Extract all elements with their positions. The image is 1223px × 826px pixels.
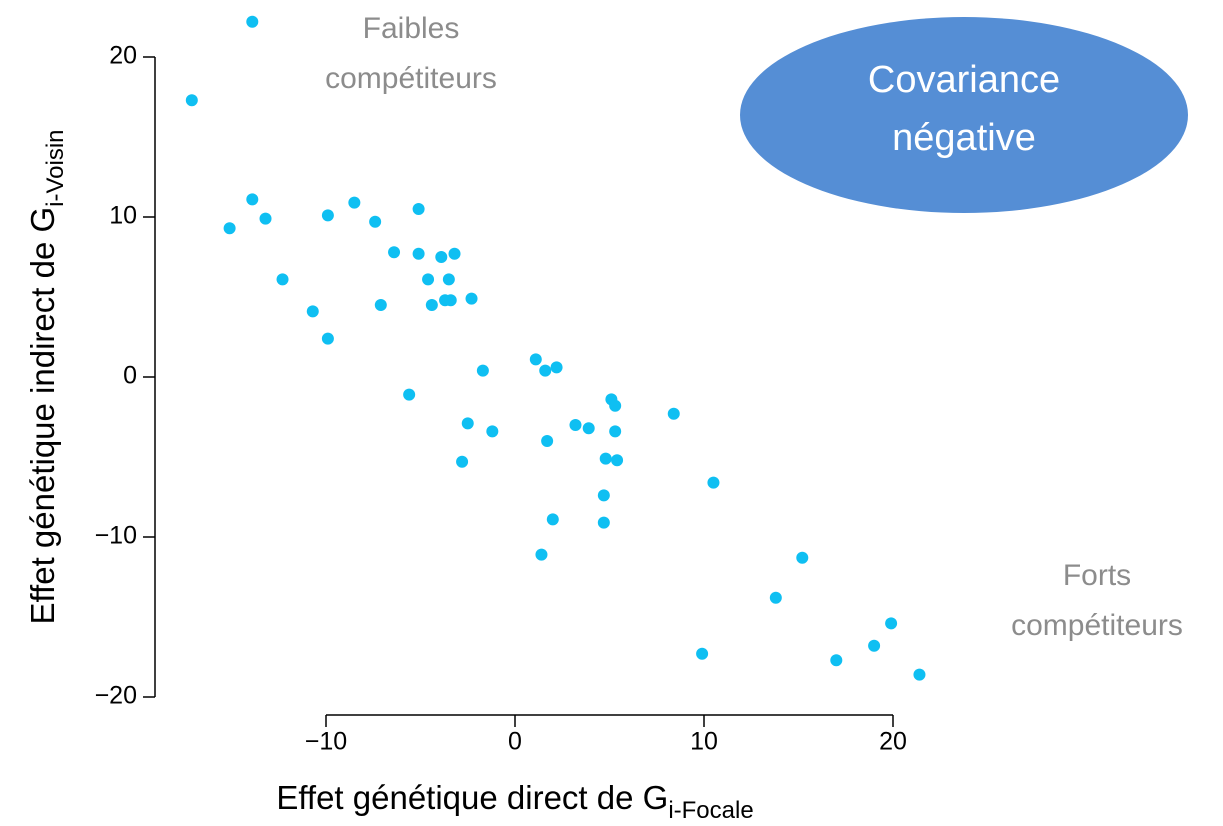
- point: [611, 454, 624, 467]
- point: [369, 215, 382, 228]
- point: [422, 273, 435, 286]
- point: [546, 513, 559, 526]
- point: [569, 419, 582, 431]
- annotation-text: compétiteurs: [1011, 609, 1183, 642]
- point: [374, 299, 387, 311]
- point: [667, 407, 680, 420]
- x-tick-label: 0: [508, 728, 522, 756]
- bubble-text: négative: [892, 117, 1036, 159]
- point: [448, 247, 461, 260]
- point: [769, 591, 782, 604]
- point: [456, 455, 469, 468]
- x-tick-label: −10: [305, 728, 347, 756]
- point: [246, 15, 259, 28]
- point: [348, 196, 361, 209]
- annotation-text: compétiteurs: [325, 62, 497, 95]
- y-axis-title: Effet génétique indirect de Gi-Voisin: [24, 129, 70, 624]
- y-tick-label: 20: [109, 42, 137, 70]
- point: [609, 425, 622, 438]
- point: [246, 193, 259, 206]
- y-tick-label: 10: [109, 202, 137, 230]
- x-title-sub: i-Focale: [668, 797, 753, 824]
- point: [276, 273, 289, 286]
- point: [476, 364, 489, 377]
- point: [425, 299, 438, 311]
- point: [550, 361, 563, 374]
- point: [185, 94, 198, 107]
- point: [465, 292, 478, 305]
- point: [696, 647, 709, 660]
- point: [597, 516, 610, 529]
- y-tick-label: 0: [123, 362, 137, 390]
- point: [412, 247, 425, 260]
- point: [830, 654, 843, 667]
- annotation-text: Faibles: [363, 12, 460, 45]
- point: [539, 364, 552, 377]
- point: [223, 222, 236, 235]
- covariance-bubble: Covariance négative: [740, 17, 1188, 213]
- point: [321, 209, 334, 222]
- point: [403, 388, 416, 401]
- annotation-weak: Faibles compétiteurs: [325, 12, 497, 95]
- point: [707, 476, 720, 489]
- point: [306, 305, 319, 318]
- point: [444, 294, 457, 307]
- point: [609, 399, 622, 412]
- ellipse: [740, 17, 1188, 213]
- y-tick-label: −20: [95, 682, 137, 710]
- point: [582, 422, 595, 435]
- point: [412, 203, 425, 215]
- annotation-text: Forts: [1063, 559, 1131, 592]
- point: [885, 617, 898, 630]
- x-axis-title: Effet génétique direct de Gi-Focale: [276, 779, 753, 825]
- point: [868, 639, 881, 652]
- point: [529, 353, 542, 366]
- y-title-main: Effet génétique indirect de G: [24, 207, 61, 625]
- point: [535, 548, 548, 561]
- point: [442, 273, 455, 286]
- point: [461, 417, 474, 430]
- point: [435, 251, 448, 263]
- point: [541, 435, 554, 447]
- point: [486, 425, 499, 438]
- annotation-strong: Forts compétiteurs: [1011, 559, 1183, 642]
- x-title-main: Effet génétique direct de G: [276, 779, 668, 816]
- point: [796, 551, 809, 564]
- point: [259, 212, 272, 225]
- x-tick-label: 10: [690, 728, 718, 756]
- y-title-sub: i-Voisin: [42, 129, 69, 206]
- point: [599, 452, 612, 465]
- y-tick-label: −10: [95, 522, 137, 550]
- bubble-text: Covariance: [868, 59, 1060, 101]
- x-tick-label: 20: [879, 728, 907, 756]
- point: [913, 668, 926, 681]
- point: [597, 489, 610, 502]
- point: [388, 246, 401, 259]
- point: [321, 332, 334, 345]
